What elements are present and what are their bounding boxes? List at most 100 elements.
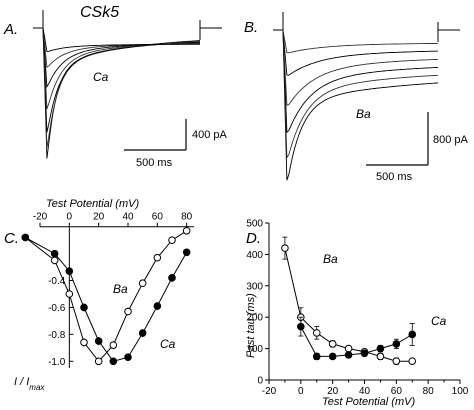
scale-bar-a: 400 pA 500 ms [124, 119, 228, 169]
panel-c: C. Test Potential (mV) I / Imax -20 0 20 40… [4, 198, 194, 392]
panel-c-ytick-label: -0.6 [48, 303, 66, 314]
panel-d-point-ca [376, 344, 385, 353]
panel-d-point-ba [408, 357, 417, 365]
panel-c-point-ca [109, 357, 118, 366]
panel-c-point-ba [80, 338, 88, 347]
scale-bar-b: 800 pA 500 ms [366, 112, 469, 183]
current-trace [282, 29, 439, 160]
current-trace [282, 29, 438, 54]
series-label-ba-d: Ba [323, 252, 338, 266]
trace-label-ba: Ba [356, 107, 371, 121]
panel-a: A. CSk5 Ca 400 pA 500 ms [3, 4, 228, 169]
current-trace [42, 27, 200, 69]
panel-c-point-ba [153, 253, 162, 262]
panel-d-point-ca [297, 322, 305, 331]
panel-c-label: C. [4, 230, 19, 247]
panel-c-point-ba [168, 236, 176, 244]
panel-b: B. Ba 800 pA 500 ms [244, 12, 469, 183]
panel-c-point-ca [21, 233, 30, 242]
panel-d-ytick-label: 500 [246, 219, 263, 230]
current-trace [282, 29, 439, 133]
panel-d-xtick-label: 100 [452, 386, 469, 397]
panel-d-label: D. [246, 230, 261, 247]
panel-d-ytick-label: 400 [246, 250, 263, 261]
panel-d-point-ca [392, 340, 401, 348]
panel-c-point-ca [65, 267, 74, 275]
panel-d-point-ca [312, 352, 321, 361]
scale-b-current: 800 pA [433, 134, 469, 146]
series-label-ca-d: Ca [431, 314, 447, 328]
panel-d-ylabel: Fast tau (ms) [245, 293, 257, 358]
panel-d-xlabel: Test Potential (mV) [322, 396, 415, 408]
panel-d-point-ba [392, 357, 401, 365]
panel-b-label: B. [244, 19, 258, 36]
panel-c-ytick-label: -1.0 [48, 357, 66, 368]
current-trace [42, 27, 200, 110]
panel-c-xtick-label: 60 [152, 212, 164, 223]
panel-d-plot [281, 236, 417, 365]
panel-c-point-ba [94, 357, 103, 366]
panel-d-point-ba [281, 244, 289, 252]
panel-c-point-ba [182, 226, 191, 235]
panel-c-point-ca [182, 248, 191, 257]
panel-c-xtick-label: -20 [33, 212, 48, 223]
panel-c-point-ba [124, 307, 132, 316]
panel-c-plot [21, 226, 191, 366]
panel-c-point-ca [138, 329, 147, 337]
panel-d-xtick-label: -20 [262, 386, 277, 397]
series-label-ba-c: Ba [113, 282, 128, 296]
current-trace [282, 29, 439, 76]
panel-d-ytick-label: 200 [246, 313, 263, 324]
series-label-ca-c: Ca [160, 337, 176, 351]
current-trace [42, 27, 200, 52]
panel-d-point-ca [360, 349, 369, 358]
scale-b-time: 500 ms [376, 171, 413, 183]
panel-c-xtick-label: 80 [181, 212, 193, 223]
panel-d-point-ca [328, 352, 337, 361]
panel-c-point-ca [80, 303, 88, 312]
scale-a-time: 500 ms [136, 157, 173, 169]
panel-d-point-ca [344, 351, 353, 359]
panel-d-point-ca [408, 330, 417, 339]
panel-c-point-ca [124, 353, 132, 362]
panel-d-xtick-label: 0 [298, 386, 304, 397]
traces-b [273, 12, 460, 181]
panel-c-point-ca [153, 302, 162, 310]
panel-c-point-ba [50, 256, 59, 265]
panel-d-xtick-label: 20 [327, 386, 339, 397]
scale-a-current: 400 pA [192, 129, 228, 141]
panel-d-xtick-label: 60 [391, 386, 403, 397]
panel-c-point-ba [138, 279, 147, 288]
panel-d-ytick-label: 300 [246, 281, 263, 292]
panel-c-ylabel: I / Imax [14, 376, 45, 392]
panel-d-point-ba [344, 344, 353, 353]
panel-c-point-ca [50, 249, 59, 258]
panel-c-point-ba [109, 341, 118, 349]
panel-d-xtick-label: 80 [423, 386, 435, 397]
panel-a-label: A. [3, 21, 18, 38]
panel-c-xlabel: Test Potential (mV) [46, 198, 139, 210]
current-trace [42, 27, 201, 89]
panel-c-point-ca [168, 274, 176, 282]
panel-c-ytick-label: -0.4 [48, 276, 66, 287]
panel-d: D. Fast tau (ms) Test Potential (mV) -20… [245, 219, 469, 409]
panel-d-point-ba [312, 329, 321, 337]
figure-title: CSk5 [80, 4, 119, 21]
panel-c-point-ba [65, 290, 74, 298]
traces-a [33, 10, 222, 159]
panel-d-xtick-label: 40 [359, 386, 371, 397]
panel-c-xtick-label: 40 [122, 212, 134, 223]
current-trace [282, 29, 439, 181]
current-trace [282, 29, 439, 106]
panel-c-xtick-label: 0 [67, 212, 73, 223]
panel-c-ytick-label: -0.8 [48, 330, 66, 341]
panel-c-axes: -20 0 20 40 60 80 -0.4 -0.6 -0.8 -1.0 [33, 212, 194, 368]
panel-d-ytick-label: 0 [257, 376, 263, 387]
panel-d-point-ba [376, 352, 385, 361]
panel-c-xtick-label: 20 [93, 212, 105, 223]
panel-c-point-ca [94, 337, 103, 345]
trace-label-ca: Ca [93, 70, 109, 84]
panel-d-ytick-label: 100 [246, 344, 263, 355]
